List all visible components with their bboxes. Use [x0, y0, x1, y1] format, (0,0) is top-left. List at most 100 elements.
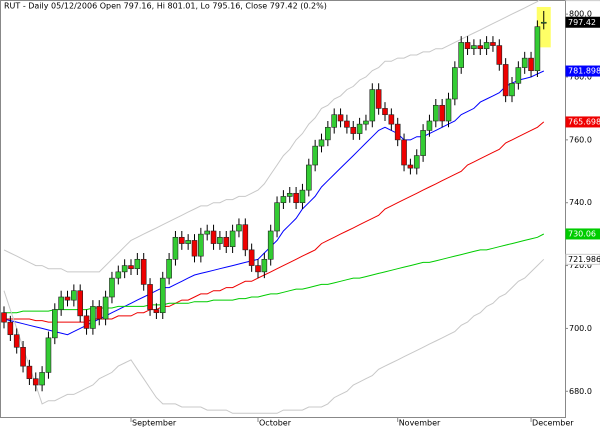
candle-body — [464, 42, 471, 50]
x-tick-label: December — [532, 419, 574, 427]
candle-body — [439, 104, 445, 122]
candle-body — [217, 236, 223, 244]
candle-body — [77, 290, 83, 317]
candle-body — [490, 42, 496, 46]
y-tick-label: 720.0 — [569, 261, 592, 270]
value-box — [565, 253, 600, 265]
candle-body — [388, 114, 395, 125]
plot-frame — [0, 0, 566, 418]
candle-body — [394, 123, 401, 141]
y-tick-label: 700.0 — [569, 324, 592, 333]
candle-body — [58, 296, 64, 310]
value-box — [565, 16, 600, 28]
candle-body — [261, 258, 268, 273]
candle-body — [204, 230, 210, 235]
candle-body — [356, 123, 363, 134]
candle-body — [140, 258, 147, 285]
candle-body — [128, 265, 134, 270]
value-box — [565, 116, 600, 128]
candle-body — [185, 240, 191, 244]
candle-body — [191, 240, 198, 257]
candle-body — [229, 230, 236, 248]
candle-body — [293, 192, 299, 204]
y-tick-label: 800.0 — [569, 10, 592, 19]
candle-body — [528, 57, 534, 72]
candle-body — [305, 164, 312, 191]
candle-body — [172, 236, 179, 260]
candle-body — [540, 21, 547, 24]
candle-body — [7, 321, 14, 336]
candle-body — [134, 258, 141, 270]
candle-body — [509, 82, 515, 97]
x-tick-label: September — [132, 419, 177, 427]
candle-body — [502, 64, 509, 97]
candle-body — [255, 265, 261, 273]
candle-body — [325, 126, 331, 141]
candle-body — [166, 258, 172, 279]
candle-body — [115, 271, 122, 279]
candle-body — [375, 89, 382, 109]
candle-body — [318, 139, 325, 147]
candle-body — [267, 230, 274, 260]
candle-body — [432, 104, 439, 122]
candle-body — [382, 108, 388, 116]
value-box-label: 781.898 — [568, 67, 600, 76]
candle-body — [299, 189, 306, 204]
y-tick-label: 780.0 — [569, 73, 592, 82]
candle-body — [420, 130, 426, 156]
candle-body — [350, 126, 357, 134]
candle-body — [274, 202, 280, 232]
value-box — [565, 65, 600, 77]
candle-body — [71, 290, 77, 301]
candle-body — [471, 45, 477, 50]
candle-body — [179, 236, 185, 244]
candle-body — [153, 309, 160, 314]
candle-body — [51, 309, 58, 339]
line — [3, 258, 545, 414]
candle-body — [1, 312, 7, 323]
candle-body — [210, 230, 217, 244]
value-box-label: 797.42 — [568, 18, 596, 27]
candle-body — [242, 224, 249, 251]
candle-body — [521, 57, 528, 68]
candle-body — [369, 89, 376, 122]
candle-body — [147, 284, 153, 310]
candle-body — [401, 139, 407, 166]
candle-body — [159, 277, 166, 314]
candle-body — [223, 236, 230, 248]
candle-body — [83, 315, 90, 329]
candle-body — [483, 42, 490, 50]
candle-body — [426, 120, 433, 131]
candle-body — [452, 67, 458, 100]
candle-body — [344, 120, 350, 128]
line — [3, 0, 540, 273]
candle-body — [286, 192, 293, 197]
candle-body — [407, 164, 414, 169]
candle-body — [413, 155, 420, 169]
y-tick-label: 680.0 — [569, 387, 592, 396]
candle-body — [236, 224, 242, 232]
value-box-label: 721.986 — [568, 255, 600, 264]
y-tick-label: 760.0 — [569, 135, 592, 144]
value-box — [565, 228, 600, 240]
candle-body — [515, 67, 522, 84]
candle-body — [363, 120, 369, 125]
candle-body — [90, 306, 96, 329]
candle-body — [445, 98, 452, 122]
candle-body — [477, 45, 484, 50]
candle-body — [26, 365, 33, 380]
candle-body — [337, 114, 344, 122]
candle-body — [96, 306, 103, 320]
candle-body — [496, 45, 503, 65]
candle-body — [13, 334, 20, 348]
y-tick-label: 740.0 — [569, 198, 592, 207]
value-box-label: 765.698 — [568, 117, 600, 126]
value-box-label: 730.06 — [568, 229, 596, 238]
x-tick-label: November — [399, 419, 441, 427]
candle-body — [45, 337, 52, 373]
candle-body — [39, 372, 45, 386]
candle-body — [109, 277, 115, 298]
candle-body — [458, 42, 465, 68]
candle-body — [64, 296, 71, 301]
